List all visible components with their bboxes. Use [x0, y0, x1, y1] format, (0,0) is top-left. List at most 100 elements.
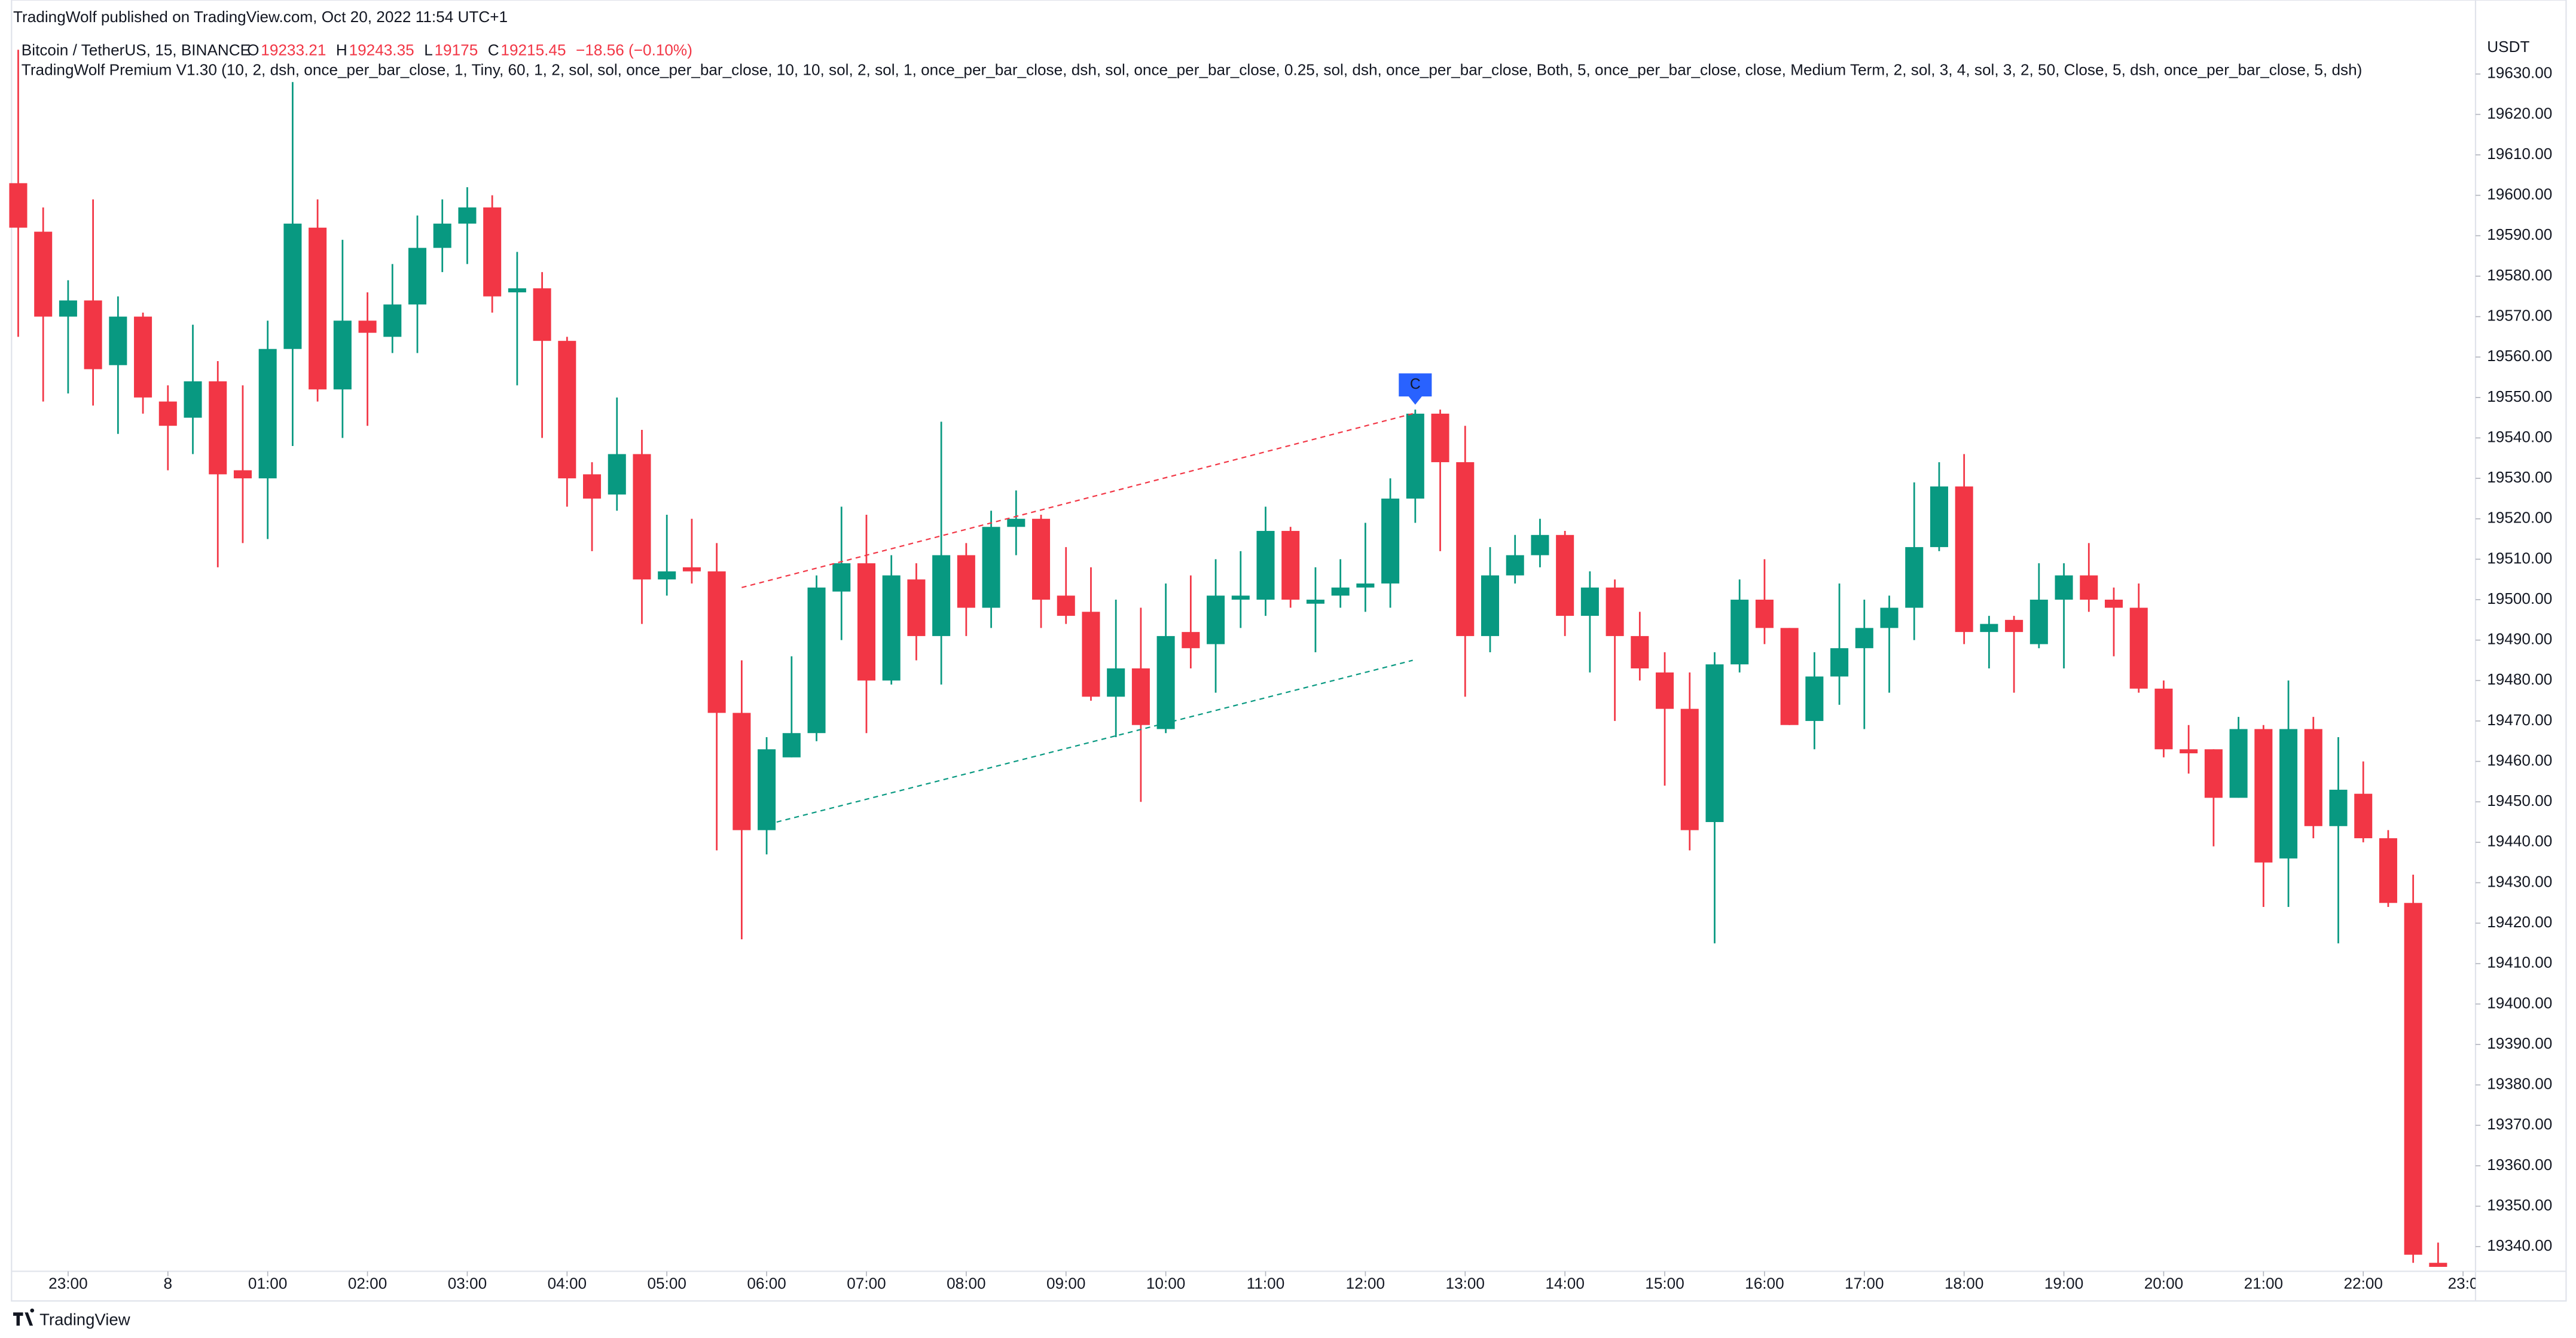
y-tick-label: 19460.00	[2487, 751, 2552, 769]
candle-body	[1007, 518, 1025, 527]
frame	[11, 0, 2567, 1302]
candle-body	[1481, 575, 1500, 636]
candle-body	[2404, 903, 2422, 1255]
candle-body	[882, 575, 901, 681]
candle-body	[2279, 729, 2298, 859]
y-tick-label: 19470.00	[2487, 711, 2552, 729]
candle-body	[383, 304, 402, 337]
candle-body	[1805, 676, 1824, 721]
y-tick-label: 19450.00	[2487, 792, 2552, 809]
x-tick-label: 8	[164, 1274, 173, 1292]
y-tick-label: 19570.00	[2487, 306, 2552, 324]
ohlc-value: 19175	[435, 41, 478, 59]
candle-body	[2055, 575, 2073, 600]
candle-body	[1207, 595, 1225, 644]
candle-body	[932, 555, 951, 636]
candle-body	[1680, 708, 1699, 830]
x-tick-label: 03:00	[448, 1274, 487, 1292]
candle-body	[2080, 575, 2098, 600]
candle-body	[1506, 555, 1524, 576]
y-tick-label: 19490.00	[2487, 630, 2552, 648]
candle-body	[1830, 648, 1849, 677]
published-line: TradingWolf published on TradingView.com…	[13, 8, 508, 26]
candle-body	[1406, 413, 1424, 499]
x-tick-label: 16:00	[1745, 1274, 1784, 1292]
y-tick-label: 19590.00	[2487, 225, 2552, 243]
symbol-name: Bitcoin / TetherUS, 15, BINANCE	[22, 41, 251, 59]
candle-body	[2104, 600, 2123, 608]
candle-body	[1456, 462, 1475, 636]
candle-body	[458, 207, 477, 224]
y-tick-label: 19580.00	[2487, 266, 2552, 284]
candle-body	[2154, 688, 2173, 750]
x-tick-label: 06:00	[747, 1274, 786, 1292]
candle-body	[1930, 486, 1948, 548]
y-tick-label: 19370.00	[2487, 1115, 2552, 1133]
candle-body	[483, 207, 502, 297]
x-tick-label: 12:00	[1346, 1274, 1385, 1292]
indicator-legend: TradingWolf Premium V1.30 (10, 2, dsh, o…	[22, 60, 2363, 78]
candle-body	[358, 320, 377, 333]
candle-body	[1631, 636, 1649, 669]
x-tick-label: 04:00	[548, 1274, 587, 1292]
candle-body	[1855, 628, 1873, 649]
x-tick-label: 01:00	[248, 1274, 287, 1292]
candle-body	[832, 563, 851, 592]
signal-badge: C	[1399, 373, 1432, 405]
candle-body	[658, 571, 676, 580]
candle-body	[309, 227, 327, 390]
candle-body	[1580, 587, 1599, 616]
candle-body	[2229, 729, 2248, 798]
candle-body	[957, 555, 975, 608]
candle-body	[1306, 600, 1324, 604]
candle-body	[2204, 749, 2223, 798]
candle-body	[2180, 749, 2198, 754]
x-tick-label: 20:00	[2144, 1274, 2183, 1292]
y-tick-label: 19350.00	[2487, 1196, 2552, 1214]
y-tick-label: 19550.00	[2487, 387, 2552, 405]
candle-body	[707, 571, 726, 713]
candle-body	[1606, 587, 1624, 636]
candle-body	[9, 183, 28, 228]
candle-body	[2005, 619, 2023, 633]
candle-body	[1656, 672, 1674, 709]
y-tick-label: 19410.00	[2487, 954, 2552, 972]
candle-body	[433, 224, 451, 248]
price-axis: 19630.00 19620.00 19610.00 19600.00 19590.00…	[2475, 64, 2552, 1254]
candle-body	[1156, 636, 1175, 729]
ohlc-label: O	[247, 41, 259, 59]
candle-body	[34, 231, 53, 317]
candle-body	[982, 527, 1000, 608]
candle-body	[732, 713, 751, 830]
y-tick-label: 19400.00	[2487, 994, 2552, 1012]
x-tick-label: 23:00	[48, 1274, 87, 1292]
y-tick-label: 19340.00	[2487, 1236, 2552, 1254]
y-tick-label: 19530.00	[2487, 468, 2552, 486]
candle-body	[633, 454, 651, 580]
candle-body	[1431, 413, 1449, 463]
ohlc-legend: O 19233.21 H 19243.35 L 19175 C 19215.45 −18.56 …	[247, 41, 692, 59]
change-value: −18.56 (−0.10%)	[576, 41, 692, 59]
y-tick-label: 19440.00	[2487, 832, 2552, 850]
candle-body	[109, 316, 127, 365]
candle-body	[2379, 838, 2397, 903]
candle-body	[1131, 668, 1150, 725]
candle-body	[1331, 587, 1350, 596]
x-tick-label: 07:00	[847, 1274, 886, 1292]
candle-body	[758, 749, 776, 830]
brand-text: TradingView	[39, 1310, 130, 1328]
x-tick-label: 13:00	[1446, 1274, 1485, 1292]
x-tick-label: 10:00	[1146, 1274, 1185, 1292]
candle-body	[408, 248, 427, 305]
candle-body	[158, 401, 177, 426]
candle-body	[1556, 534, 1574, 616]
x-tick-label: 09:00	[1046, 1274, 1085, 1292]
candle-body	[682, 567, 701, 572]
ohlc-value: 19233.21	[261, 41, 326, 59]
candle-body	[857, 563, 875, 681]
badge-shape	[1399, 373, 1432, 405]
ohlc-label: C	[488, 41, 499, 59]
y-tick-label: 19480.00	[2487, 670, 2552, 688]
candle-body	[333, 320, 352, 390]
trend-line	[741, 413, 1413, 588]
